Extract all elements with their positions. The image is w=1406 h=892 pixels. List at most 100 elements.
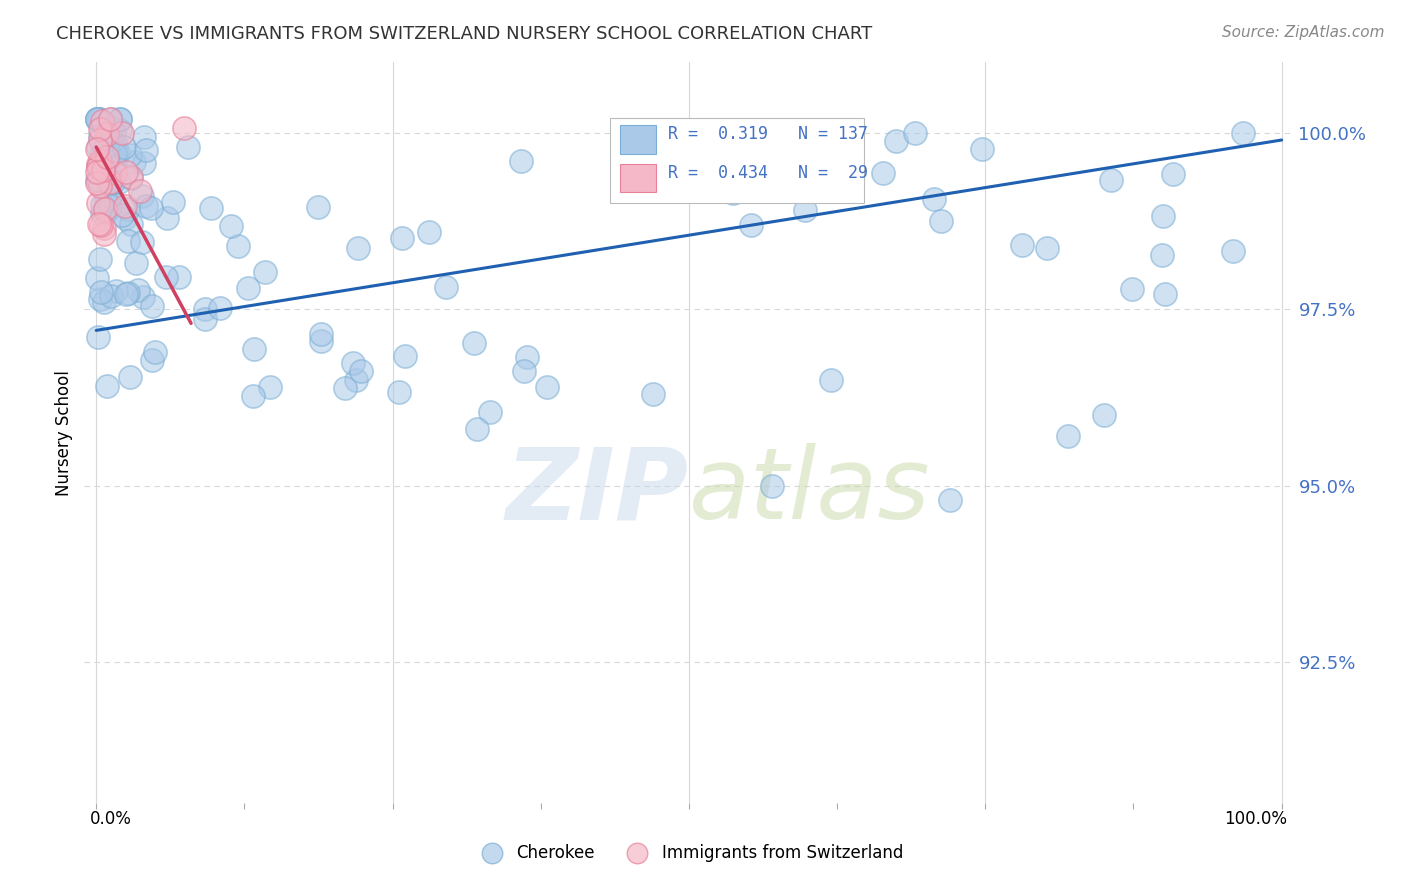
Point [1121, 282, 1143, 296]
Point [86, 270, 108, 285]
Point [335, 381, 357, 395]
Point [87, 160, 110, 174]
Point [311, 334, 333, 348]
Point [100, 123, 122, 137]
Point [103, 154, 125, 169]
Point [1163, 167, 1185, 181]
Point [90, 206, 112, 220]
Point [86, 142, 108, 156]
Point [155, 269, 177, 284]
Point [139, 201, 162, 215]
Point [117, 234, 139, 248]
Point [89, 179, 111, 194]
Point [1011, 238, 1033, 252]
Point [219, 219, 242, 233]
Point [96, 378, 118, 392]
Point [91, 162, 114, 177]
Point [1035, 241, 1057, 255]
Point [1154, 286, 1177, 301]
Legend: Cherokee, Immigrants from Switzerland: Cherokee, Immigrants from Switzerland [468, 838, 910, 869]
Point [120, 169, 142, 184]
Point [388, 384, 411, 399]
Point [93, 221, 115, 235]
Point [513, 364, 536, 378]
Text: 100.0%: 100.0% [1225, 810, 1288, 828]
Point [115, 165, 138, 179]
Point [259, 380, 281, 394]
Point [98, 194, 121, 208]
Text: Source: ZipAtlas.com: Source: ZipAtlas.com [1222, 25, 1385, 40]
Bar [620, 164, 657, 192]
Point [120, 369, 142, 384]
Text: 0.0%: 0.0% [90, 810, 132, 828]
Text: ZIP: ZIP [506, 443, 689, 541]
Point [884, 134, 907, 148]
Point [536, 380, 558, 394]
Point [120, 171, 142, 186]
Point [740, 219, 762, 233]
Point [98, 177, 121, 191]
Point [120, 217, 142, 231]
Point [86, 176, 108, 190]
Point [238, 281, 260, 295]
Point [342, 356, 364, 370]
Point [87, 160, 110, 174]
Point [1152, 209, 1174, 223]
Point [463, 335, 485, 350]
Point [141, 352, 163, 367]
Point [132, 290, 155, 304]
Point [86, 112, 108, 126]
Point [226, 239, 249, 253]
Point [135, 143, 157, 157]
Point [643, 387, 665, 401]
Point [100, 289, 122, 303]
Point [1092, 408, 1115, 422]
Point [91, 114, 114, 128]
Point [104, 166, 127, 180]
Point [721, 186, 744, 200]
Point [87, 218, 110, 232]
Point [100, 169, 122, 183]
Point [111, 126, 134, 140]
Point [108, 112, 131, 126]
Point [394, 350, 416, 364]
Point [86, 112, 108, 126]
Point [135, 199, 157, 213]
Point [103, 125, 125, 139]
Point [100, 112, 122, 126]
Point [122, 155, 145, 169]
Point [87, 158, 110, 172]
Point [93, 227, 115, 241]
FancyBboxPatch shape [610, 118, 865, 203]
Point [156, 211, 179, 225]
Point [1232, 126, 1254, 140]
Point [104, 136, 127, 151]
Point [311, 326, 333, 341]
Point [208, 301, 231, 315]
Point [90, 154, 112, 169]
Point [794, 203, 817, 218]
Point [98, 112, 121, 126]
Point [86, 165, 108, 179]
Point [93, 202, 115, 216]
Point [93, 295, 115, 310]
Point [350, 364, 373, 378]
Point [117, 285, 139, 300]
Point [200, 202, 222, 216]
Point [193, 302, 215, 317]
Point [100, 120, 122, 135]
Point [132, 129, 155, 144]
Point [131, 189, 153, 203]
Point [344, 373, 367, 387]
Point [141, 299, 163, 313]
Point [89, 292, 111, 306]
Point [904, 126, 927, 140]
Point [86, 140, 108, 154]
Point [1222, 244, 1244, 258]
Point [87, 157, 110, 171]
Text: CHEROKEE VS IMMIGRANTS FROM SWITZERLAND NURSERY SCHOOL CORRELATION CHART: CHEROKEE VS IMMIGRANTS FROM SWITZERLAND … [56, 25, 873, 43]
Point [143, 344, 166, 359]
Bar [620, 126, 657, 153]
Point [86, 112, 108, 126]
Point [478, 405, 501, 419]
